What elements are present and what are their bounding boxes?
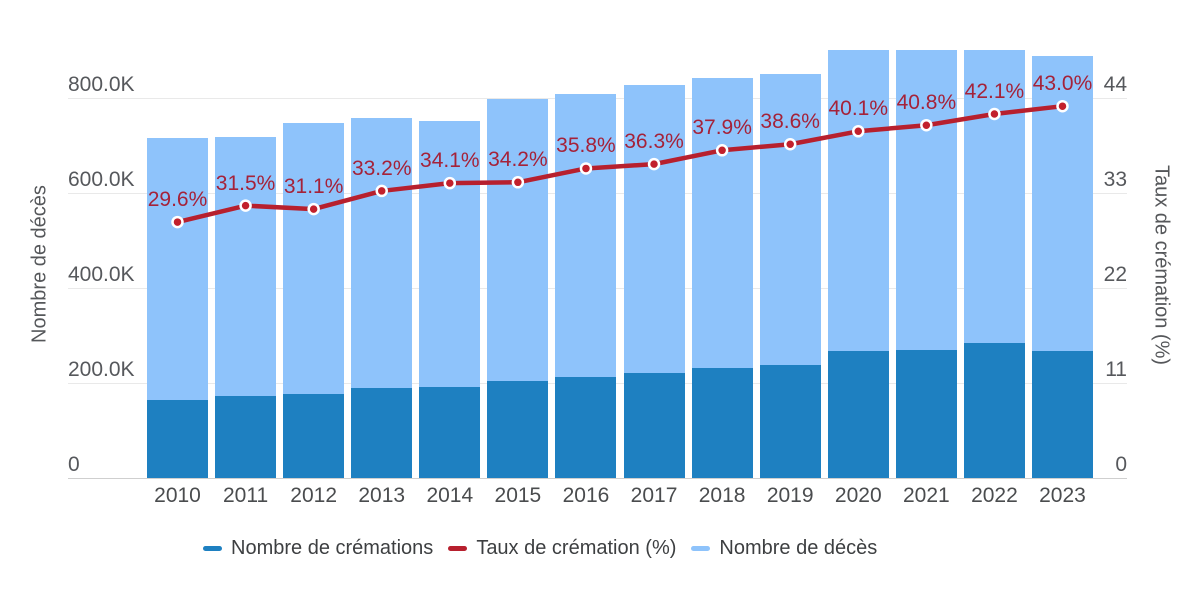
y-axis-tick-label: 600.0K (68, 167, 135, 191)
legend-item-nombre-de-cr-mations[interactable]: Nombre de crémations (203, 537, 433, 559)
x-axis-label-2011: 2011 (222, 484, 269, 507)
x-axis-label-2021: 2021 (902, 484, 950, 507)
bar-cremations-2013[interactable] (351, 388, 413, 478)
bar-deces-2013[interactable] (351, 117, 413, 389)
rate-label-2013: 33.2% (351, 156, 412, 180)
rate-line[interactable] (176, 103, 1063, 225)
right-axis-tick-label: 22 (1103, 262, 1127, 286)
rate-label-2019: 38.6% (760, 110, 820, 134)
rate-point-2023[interactable] (1056, 99, 1069, 113)
x-axis-label-2012: 2012 (290, 484, 337, 507)
x-axis-label-2022: 2022 (971, 484, 1018, 507)
rate-point-2022[interactable] (988, 107, 1001, 121)
y-axis-tick-label: 200.0K (68, 357, 135, 381)
rate-label-2014: 34.1% (420, 149, 480, 173)
bar-cremations-2011[interactable] (215, 396, 277, 478)
legend-item-label: Nombre de crémations (231, 537, 434, 559)
bar-cremations-2012[interactable] (283, 393, 345, 478)
y-axis-tick-label: 0 (68, 453, 80, 476)
x-axis-label-2016: 2016 (562, 484, 610, 507)
left-axis-title: Nombre de décès (28, 185, 51, 343)
rate-label-2016: 35.8% (556, 134, 616, 158)
bar-deces-2010[interactable] (147, 138, 208, 401)
rate-label-2020: 40.1% (828, 97, 889, 121)
bar-cremations-2010[interactable] (147, 400, 208, 478)
x-axis-label-2023: 2023 (1039, 484, 1086, 507)
bar-cremations-2021[interactable] (895, 350, 957, 478)
right-axis-tick-label: 0 (1115, 453, 1127, 476)
right-axis-tick-label: 33 (1103, 167, 1127, 191)
x-axis-label-2020: 2020 (834, 484, 882, 507)
legend-item-label: Taux de crémation (%) (476, 537, 677, 559)
rate-label-2015: 34.2% (488, 148, 548, 172)
bar-cremations-2020[interactable] (827, 350, 889, 478)
legend-item-taux-de-cr-mation[interactable]: Taux de crémation (%) (448, 537, 676, 559)
bar-deces-2019[interactable] (759, 73, 821, 366)
legend-item-nombre-de-d-c-s[interactable]: Nombre de décès (691, 537, 877, 559)
rate-label-2017: 36.3% (624, 130, 684, 154)
legend-swatch (203, 545, 222, 551)
rate-point-2012[interactable] (307, 202, 320, 216)
rate-label-2018: 37.9% (692, 116, 752, 140)
rate-label-2011: 31.5% (215, 171, 276, 195)
rate-point-2017[interactable] (647, 157, 661, 171)
rate-point-2011[interactable] (239, 199, 252, 212)
rate-point-2013[interactable] (375, 184, 388, 198)
bar-deces-2022[interactable] (963, 50, 1025, 343)
x-axis-label-2017: 2017 (630, 484, 678, 507)
y-axis-tick-label: 400.0K (68, 262, 135, 286)
x-axis-label-2013: 2013 (358, 484, 406, 507)
x-axis-label-2018: 2018 (698, 484, 746, 507)
rate-point-2014[interactable] (443, 176, 457, 190)
rate-point-2019[interactable] (783, 137, 797, 151)
bar-deces-2018[interactable] (691, 78, 753, 369)
rate-label-2023: 43.0% (1032, 72, 1093, 96)
legend-swatch (448, 545, 468, 551)
bar-deces-2020[interactable] (827, 50, 889, 351)
bar-deces-2012[interactable] (283, 122, 345, 394)
rate-point-2016[interactable] (579, 162, 593, 175)
rate-point-2015[interactable] (511, 176, 525, 189)
bar-cremations-2019[interactable] (759, 365, 821, 478)
legend-item-label: Nombre de décès (719, 537, 878, 559)
bar-deces-2016[interactable] (555, 94, 617, 377)
x-axis-label-2010: 2010 (154, 484, 201, 507)
cremation-rate-line-layer (171, 99, 1069, 229)
rate-label-2012: 31.1% (283, 175, 344, 199)
x-axis-label-2014: 2014 (426, 484, 474, 507)
x-axis-label-2019: 2019 (766, 484, 814, 507)
bar-cremations-2017[interactable] (623, 372, 685, 478)
rate-label-2022: 42.1% (964, 79, 1025, 103)
right-axis-title: Taux de crémation (%) (1150, 164, 1173, 366)
bar-cremations-2015[interactable] (487, 381, 549, 478)
right-axis-tick-label: 11 (1105, 357, 1127, 381)
bar-deces-2011[interactable] (215, 137, 277, 397)
right-axis-tick-label: 44 (1103, 72, 1127, 96)
legend: Nombre de crémations Taux de crémation (%… (203, 537, 877, 559)
bar-deces-2017[interactable] (623, 84, 685, 373)
bar-deces-2014[interactable] (419, 121, 481, 388)
bar-cremations-2022[interactable] (963, 342, 1025, 478)
legend-swatch (691, 545, 711, 551)
bar-cremations-2023[interactable] (1031, 351, 1093, 478)
x-axis-label-2015: 2015 (494, 484, 542, 507)
rate-point-2020[interactable] (852, 125, 865, 138)
gridline (68, 478, 1127, 479)
y-axis-tick-label: 800.0K (68, 72, 135, 96)
bar-cremations-2018[interactable] (691, 368, 753, 478)
rate-point-2010[interactable] (171, 215, 184, 229)
bar-deces-2021[interactable] (895, 50, 957, 351)
rate-label-2021: 40.8% (896, 91, 957, 115)
bar-cremations-2016[interactable] (555, 376, 617, 478)
rate-point-2021[interactable] (920, 118, 933, 132)
bar-cremations-2014[interactable] (419, 387, 481, 478)
bar-deces-2015[interactable] (487, 98, 549, 382)
rate-point-2018[interactable] (715, 144, 729, 157)
rate-label-2010: 29.6% (147, 188, 208, 212)
